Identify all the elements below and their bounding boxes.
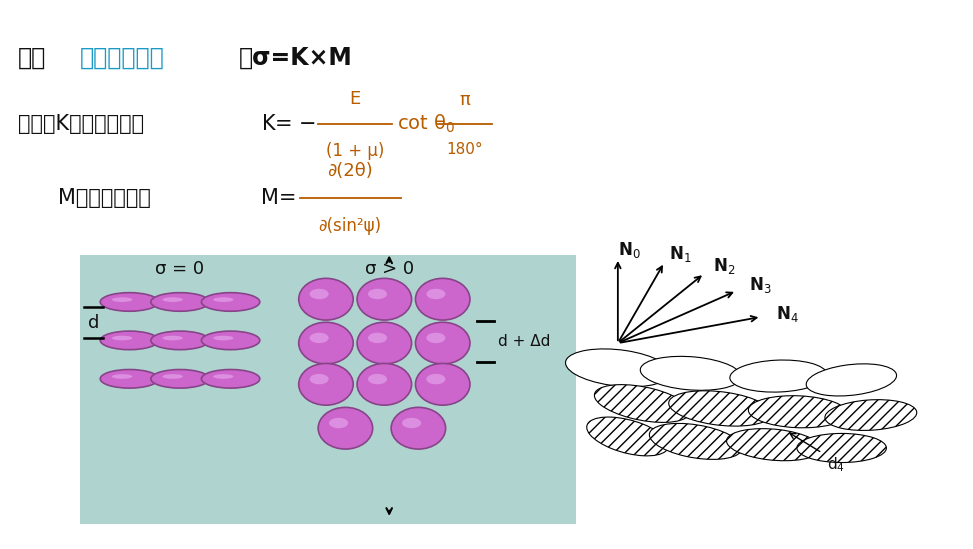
Ellipse shape bbox=[587, 417, 668, 456]
Ellipse shape bbox=[201, 293, 260, 311]
Ellipse shape bbox=[415, 278, 470, 320]
Ellipse shape bbox=[402, 418, 421, 428]
Ellipse shape bbox=[640, 356, 741, 390]
Ellipse shape bbox=[329, 418, 348, 428]
Text: σ > 0: σ > 0 bbox=[365, 260, 414, 278]
Ellipse shape bbox=[151, 369, 209, 388]
Text: N$_1$: N$_1$ bbox=[669, 244, 692, 264]
Text: (1 + μ): (1 + μ) bbox=[326, 142, 384, 160]
Ellipse shape bbox=[309, 289, 329, 299]
Text: N$_3$: N$_3$ bbox=[748, 276, 772, 295]
Ellipse shape bbox=[299, 322, 353, 364]
Ellipse shape bbox=[415, 363, 470, 405]
Ellipse shape bbox=[318, 407, 373, 449]
Ellipse shape bbox=[807, 364, 896, 396]
Text: N$_0$: N$_0$ bbox=[618, 239, 640, 260]
Ellipse shape bbox=[357, 322, 412, 364]
Ellipse shape bbox=[162, 336, 183, 340]
Ellipse shape bbox=[595, 385, 690, 422]
Ellipse shape bbox=[426, 374, 446, 384]
Ellipse shape bbox=[309, 333, 329, 343]
Ellipse shape bbox=[357, 278, 412, 320]
Ellipse shape bbox=[668, 391, 772, 426]
Ellipse shape bbox=[112, 298, 132, 302]
Text: M=: M= bbox=[261, 188, 296, 208]
Text: 广义胡克定律: 广义胡克定律 bbox=[80, 46, 164, 70]
Ellipse shape bbox=[415, 322, 470, 364]
Ellipse shape bbox=[391, 407, 446, 449]
Ellipse shape bbox=[151, 331, 209, 350]
Text: ：σ=K×M: ：σ=K×M bbox=[238, 46, 352, 70]
Ellipse shape bbox=[162, 374, 183, 379]
Ellipse shape bbox=[299, 363, 353, 405]
Ellipse shape bbox=[201, 331, 260, 350]
Ellipse shape bbox=[100, 331, 159, 350]
Text: K= $-$: K= $-$ bbox=[261, 114, 316, 133]
Text: 其中：K为应力常数，: 其中：K为应力常数， bbox=[18, 114, 144, 133]
Ellipse shape bbox=[112, 374, 132, 379]
Ellipse shape bbox=[825, 400, 917, 430]
Text: ∂(2θ): ∂(2θ) bbox=[327, 163, 374, 180]
Ellipse shape bbox=[426, 289, 446, 299]
Ellipse shape bbox=[112, 336, 132, 340]
Ellipse shape bbox=[565, 349, 670, 386]
Ellipse shape bbox=[162, 298, 183, 302]
Ellipse shape bbox=[201, 369, 260, 388]
Ellipse shape bbox=[649, 423, 742, 460]
Ellipse shape bbox=[797, 434, 886, 462]
Text: N$_4$: N$_4$ bbox=[775, 304, 799, 324]
Ellipse shape bbox=[309, 374, 329, 384]
Ellipse shape bbox=[299, 278, 353, 320]
Ellipse shape bbox=[368, 333, 387, 343]
Ellipse shape bbox=[213, 336, 234, 340]
Ellipse shape bbox=[727, 429, 820, 461]
Bar bbox=[80, 255, 576, 524]
Text: N$_2$: N$_2$ bbox=[713, 256, 736, 277]
Text: cot θ$_0$: cot θ$_0$ bbox=[397, 113, 455, 135]
Text: d: d bbox=[88, 314, 99, 332]
Ellipse shape bbox=[100, 293, 159, 311]
Text: d + Δd: d + Δd bbox=[498, 334, 551, 349]
Ellipse shape bbox=[368, 289, 387, 299]
Text: ∂(sin²ψ): ∂(sin²ψ) bbox=[319, 217, 381, 235]
Text: 180°: 180° bbox=[447, 142, 484, 158]
Ellipse shape bbox=[368, 374, 387, 384]
Text: E: E bbox=[349, 90, 361, 108]
Ellipse shape bbox=[426, 333, 446, 343]
Ellipse shape bbox=[213, 374, 234, 379]
Ellipse shape bbox=[151, 293, 209, 311]
Ellipse shape bbox=[213, 298, 234, 302]
Text: 根据: 根据 bbox=[18, 46, 46, 70]
Text: M由实验测定，: M由实验测定， bbox=[58, 188, 151, 208]
Text: π: π bbox=[459, 91, 471, 109]
Ellipse shape bbox=[730, 360, 827, 392]
Ellipse shape bbox=[357, 363, 412, 405]
Text: d$_4$: d$_4$ bbox=[827, 456, 845, 474]
Ellipse shape bbox=[100, 369, 159, 388]
Text: σ = 0: σ = 0 bbox=[156, 260, 204, 278]
Ellipse shape bbox=[748, 396, 847, 428]
